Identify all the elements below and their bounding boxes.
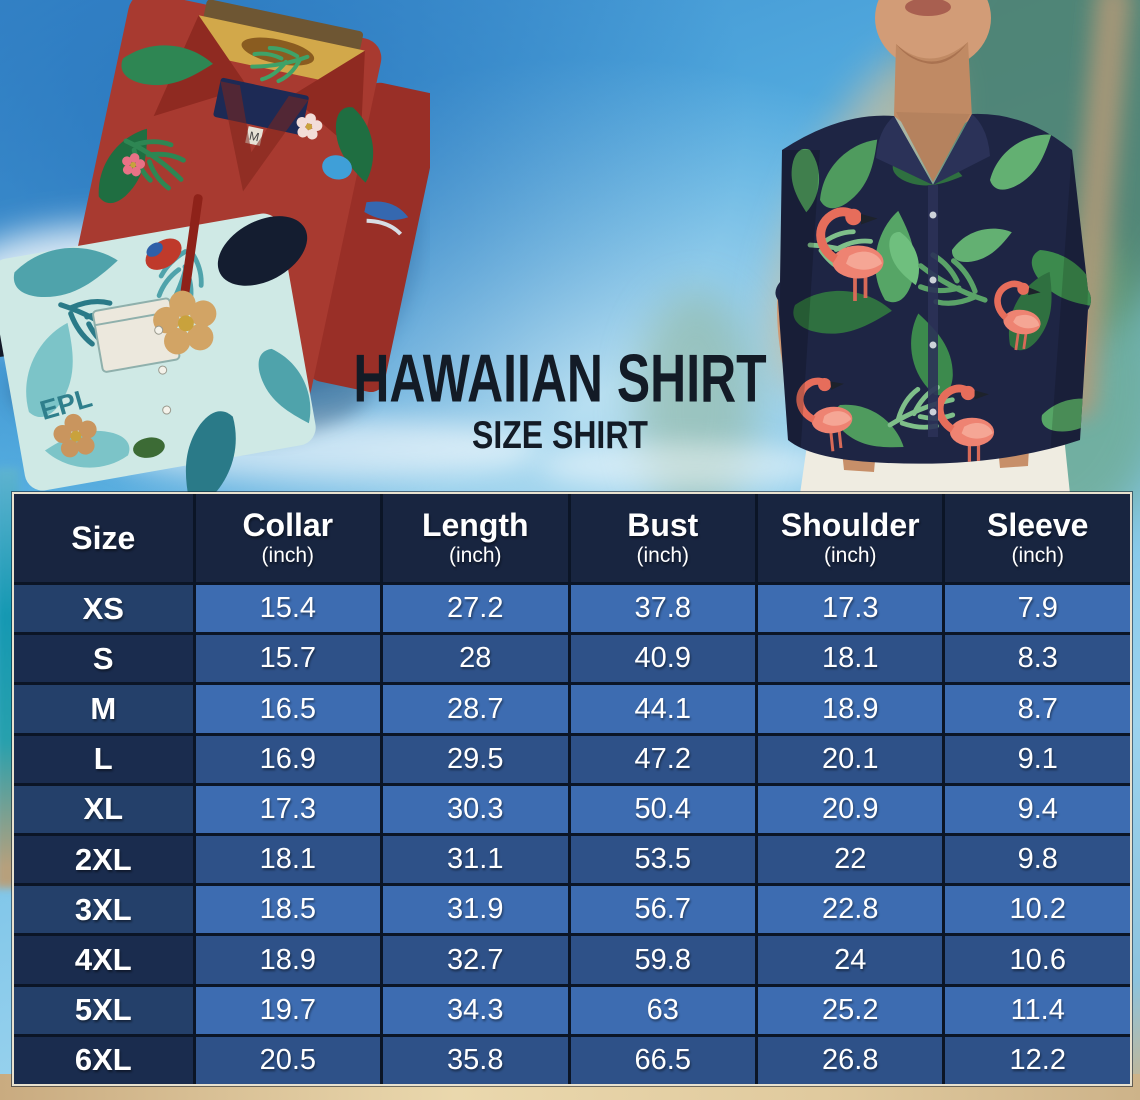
cell-length: 30.3: [380, 785, 568, 834]
cell-sleeve: 9.1: [942, 735, 1130, 783]
model-photo: [775, 0, 1091, 494]
column-header-size: Size: [71, 519, 136, 556]
column-label: Shoulder: [780, 507, 920, 544]
cell-collar: 17.3: [192, 785, 381, 834]
row-size-label: XL: [14, 785, 193, 834]
row-size-label: 2XL: [14, 836, 193, 884]
cell-length: 28: [380, 635, 568, 683]
teal-hawaiian-shirt: EPL: [0, 194, 316, 500]
page-title: HAWAIIAN SHIRT: [353, 339, 767, 417]
cell-collar: 16.5: [192, 685, 381, 733]
table-row-s: S 15.7 28 40.9 18.1 8.3: [14, 632, 1130, 683]
cell-shoulder: 18.1: [755, 635, 943, 683]
cell-sleeve: 7.9: [942, 585, 1130, 633]
cell-bust: 66.5: [567, 1036, 755, 1085]
cell-bust: 63: [567, 986, 755, 1034]
cell-sleeve: 10.6: [942, 936, 1130, 984]
cell-bust: 50.4: [567, 785, 755, 834]
column-header-shoulder: Shoulder (inch): [755, 494, 942, 582]
table-row-4xl: 4XL 18.9 32.7 59.8 24 10.6: [14, 933, 1130, 984]
cell-shoulder: 25.2: [755, 986, 943, 1034]
table-row-xl: XL 17.3 30.3 50.4 20.9 9.4: [14, 782, 1130, 834]
cell-length: 31.9: [380, 886, 568, 934]
cell-bust: 37.8: [567, 585, 755, 633]
column-unit: (inch): [823, 543, 877, 567]
column-header-sleeve: Sleeve (inch): [942, 494, 1129, 582]
size-table: Size Collar (inch) Length (inch) Bust (i…: [11, 491, 1133, 1087]
cell-sleeve: 8.7: [942, 685, 1130, 733]
row-size-label: 3XL: [14, 886, 193, 934]
cell-collar: 15.7: [192, 635, 381, 683]
cell-bust: 56.7: [567, 886, 755, 934]
column-label: Collar: [242, 507, 334, 544]
cell-bust: 47.2: [567, 735, 755, 783]
cell-length: 28.7: [380, 685, 568, 733]
cell-length: 31.1: [380, 836, 568, 884]
row-size-label: L: [14, 735, 193, 783]
page-subtitle: SIZE SHIRT: [472, 414, 648, 457]
cell-sleeve: 8.3: [942, 635, 1130, 683]
table-row-xs: XS 15.4 27.2 37.8 17.3 7.9: [14, 582, 1130, 633]
cell-shoulder: 22: [755, 836, 943, 884]
cell-shoulder: 20.9: [755, 785, 943, 834]
table-row-l: L 16.9 29.5 47.2 20.1 9.1: [14, 732, 1130, 783]
row-size-label: M: [14, 685, 193, 733]
column-unit: (inch): [1011, 543, 1064, 567]
row-size-label: 5XL: [14, 986, 193, 1034]
cell-shoulder: 26.8: [755, 1036, 943, 1085]
cell-collar: 16.9: [192, 735, 381, 783]
cell-shoulder: 17.3: [755, 585, 943, 633]
cell-sleeve: 10.2: [942, 886, 1130, 934]
title-block: HAWAIIAN SHIRT SIZE SHIRT: [280, 339, 840, 458]
cell-sleeve: 9.4: [942, 785, 1130, 834]
table-row-2xl: 2XL 18.1 31.1 53.5 22 9.8: [14, 833, 1130, 884]
table-row-m: M 16.5 28.7 44.1 18.9 8.7: [14, 682, 1130, 733]
cell-sleeve: 9.8: [942, 836, 1130, 884]
row-size-label: XS: [14, 585, 193, 633]
shirt-size-tag: M: [248, 129, 261, 145]
cell-length: 29.5: [380, 735, 568, 783]
cell-shoulder: 22.8: [755, 886, 943, 934]
cell-bust: 53.5: [567, 836, 755, 884]
column-unit: (inch): [261, 543, 315, 567]
cell-collar: 18.1: [192, 836, 381, 884]
cell-collar: 19.7: [192, 986, 381, 1034]
cell-length: 35.8: [380, 1036, 568, 1085]
cell-shoulder: 24: [755, 936, 943, 984]
green-blur: [636, 290, 756, 520]
table-header-row: Size Collar (inch) Length (inch) Bust (i…: [14, 494, 1130, 582]
table-row-6xl: 6XL 20.5 35.8 66.5 26.8 12.2: [14, 1033, 1130, 1085]
column-label: Length: [421, 507, 529, 544]
column-header-collar: Collar (inch): [192, 494, 380, 582]
cell-bust: 40.9: [567, 635, 755, 683]
cell-collar: 20.5: [192, 1036, 381, 1085]
cell-shoulder: 18.9: [755, 685, 943, 733]
folded-shirts-photo: M: [0, 0, 430, 500]
column-header-length: Length (inch): [380, 494, 567, 582]
cell-collar: 18.9: [192, 936, 381, 984]
cell-length: 27.2: [380, 585, 568, 633]
column-label: Bust: [627, 507, 699, 544]
column-unit: (inch): [449, 543, 502, 567]
column-header-bust: Bust (inch): [567, 494, 755, 582]
cell-bust: 44.1: [567, 685, 755, 733]
table-row-5xl: 5XL 19.7 34.3 63 25.2 11.4: [14, 983, 1130, 1034]
cell-sleeve: 11.4: [942, 986, 1130, 1034]
column-label: Sleeve: [987, 507, 1089, 544]
column-unit: (inch): [636, 543, 690, 567]
cell-bust: 59.8: [567, 936, 755, 984]
cell-length: 32.7: [380, 936, 568, 984]
model-lips: [905, 0, 951, 16]
cell-shoulder: 20.1: [755, 735, 943, 783]
cell-collar: 18.5: [192, 886, 381, 934]
cloud: [540, 442, 830, 490]
cell-length: 34.3: [380, 986, 568, 1034]
table-row-3xl: 3XL 18.5 31.9 56.7 22.8 10.2: [14, 883, 1130, 934]
row-size-label: S: [14, 635, 193, 683]
row-size-label: 4XL: [14, 936, 193, 984]
row-size-label: 6XL: [14, 1036, 193, 1085]
cell-collar: 15.4: [192, 585, 381, 633]
cell-sleeve: 12.2: [942, 1036, 1130, 1085]
